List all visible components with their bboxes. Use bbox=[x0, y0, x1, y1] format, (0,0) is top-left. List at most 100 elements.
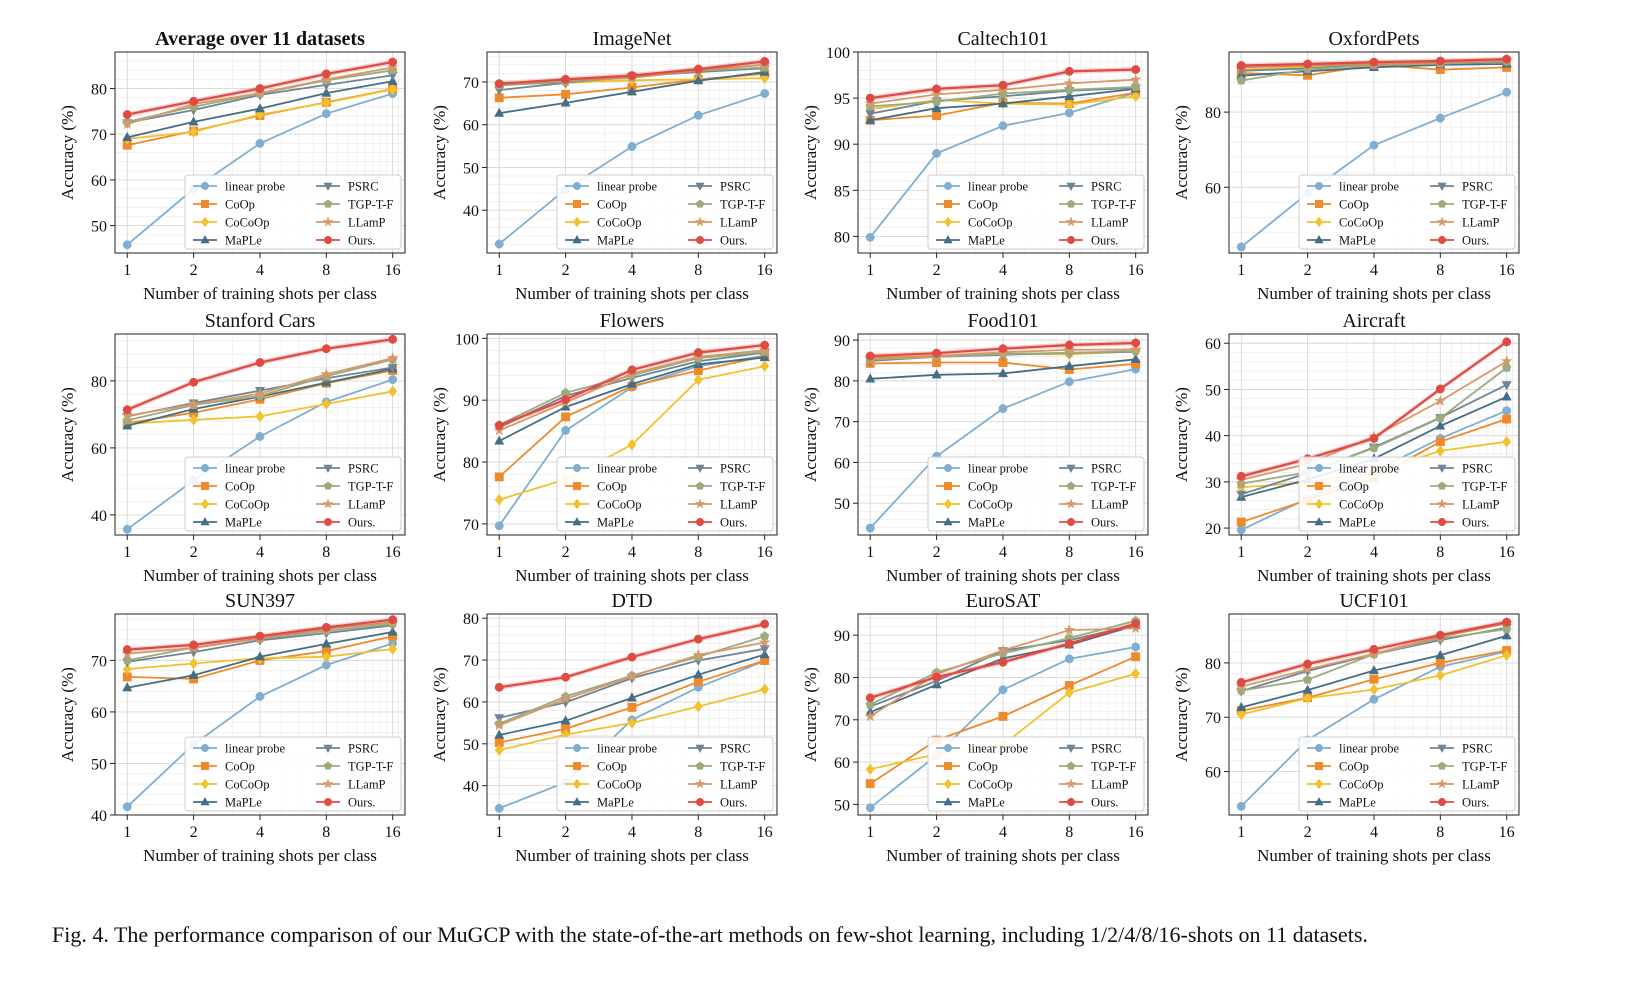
data-point bbox=[559, 692, 572, 705]
y-axis-label: Accuracy (%) bbox=[801, 387, 820, 482]
ours-confidence-band bbox=[127, 336, 393, 413]
y-tick-label: 80 bbox=[91, 374, 107, 391]
x-axis-label: Number of training shots per class bbox=[886, 846, 1120, 865]
legend-swatch-marker bbox=[1065, 498, 1077, 509]
legend-label: PSRC bbox=[1462, 462, 1493, 476]
legend-label: CoOp bbox=[1339, 760, 1369, 774]
x-tick-label: 1 bbox=[1237, 824, 1245, 841]
legend-swatch-marker bbox=[943, 743, 953, 753]
data-point bbox=[1502, 414, 1512, 424]
legend-swatch-marker bbox=[943, 796, 953, 806]
data-point bbox=[255, 631, 265, 641]
chart-panel-oxfordpets: 1 2 4 8 16 60 80 OxfordPets Number of training s… bbox=[1172, 28, 1520, 303]
legend-label: linear probe bbox=[968, 462, 1028, 476]
data-point bbox=[998, 711, 1008, 721]
data-point bbox=[254, 651, 265, 661]
legend-swatch-marker bbox=[1314, 778, 1324, 790]
legend-swatch-marker bbox=[200, 463, 210, 473]
legend-swatch-marker bbox=[1314, 181, 1324, 191]
data-point bbox=[865, 763, 875, 776]
legend-label: LLamP bbox=[720, 498, 758, 512]
data-point bbox=[626, 692, 637, 702]
legend-label: linear probe bbox=[1339, 462, 1399, 476]
legend-swatch-marker bbox=[943, 778, 953, 790]
y-tick-label: 90 bbox=[463, 393, 479, 410]
data-point bbox=[189, 640, 199, 650]
chart-panel-dtd: 1 2 4 8 16 40 50 60 70 80 DTD Number of training sh… bbox=[430, 590, 778, 865]
data-point bbox=[1130, 353, 1141, 363]
legend-swatch-marker bbox=[323, 464, 333, 474]
data-point bbox=[627, 652, 637, 662]
legend-label: CoCoOp bbox=[597, 216, 641, 230]
legend-label: PSRC bbox=[348, 742, 379, 756]
legend-swatch-marker bbox=[943, 481, 953, 491]
y-tick-label: 80 bbox=[463, 455, 479, 472]
data-point bbox=[561, 412, 571, 422]
legend-swatch-marker bbox=[1314, 234, 1324, 244]
data-point bbox=[1064, 377, 1074, 387]
data-point bbox=[1435, 445, 1445, 457]
x-tick-label: 4 bbox=[256, 262, 264, 279]
data-point bbox=[1236, 242, 1246, 252]
chart-title: DTD bbox=[611, 590, 652, 612]
data-point bbox=[255, 84, 265, 93]
x-tick-label: 16 bbox=[385, 824, 401, 841]
y-tick-label: 40 bbox=[91, 508, 107, 525]
y-tick-label: 70 bbox=[463, 517, 479, 534]
legend-label: TGP-T-F bbox=[720, 760, 765, 774]
legend-label: Ours. bbox=[348, 234, 375, 248]
chart-panel-imagenet: 1 2 4 8 16 40 50 60 70 ImageNet Number of training… bbox=[430, 28, 778, 303]
legend-label: CoCoOp bbox=[597, 498, 641, 512]
chart-title: UCF101 bbox=[1340, 590, 1409, 612]
data-point bbox=[253, 387, 266, 399]
y-tick-label: 40 bbox=[91, 808, 107, 825]
data-point bbox=[122, 405, 132, 415]
data-point bbox=[121, 117, 134, 130]
data-point bbox=[386, 351, 399, 364]
data-point bbox=[494, 744, 504, 756]
legend-swatch-marker bbox=[322, 498, 334, 509]
data-point bbox=[932, 348, 942, 358]
x-tick-label: 4 bbox=[256, 824, 264, 841]
y-tick-label: 60 bbox=[91, 705, 107, 722]
data-point bbox=[321, 638, 332, 648]
x-tick-label: 4 bbox=[999, 262, 1007, 279]
legend-label: TGP-T-F bbox=[1091, 198, 1136, 212]
legend-swatch-marker bbox=[695, 199, 705, 208]
y-tick-label: 90 bbox=[834, 137, 850, 154]
legend-label: LLamP bbox=[1091, 498, 1129, 512]
data-point bbox=[1131, 667, 1141, 680]
x-axis-label: Number of training shots per class bbox=[515, 284, 749, 303]
legend-label: linear probe bbox=[597, 742, 657, 756]
y-axis-label: Accuracy (%) bbox=[801, 667, 820, 762]
legend: linear probe CoOp CoCoOp MaPLe PSRC TGP-T-F LL… bbox=[927, 736, 1145, 812]
data-point bbox=[494, 714, 505, 724]
legend-box bbox=[927, 736, 1145, 812]
legend-label: Ours. bbox=[720, 796, 747, 810]
data-point bbox=[561, 395, 571, 405]
data-point bbox=[1131, 619, 1141, 629]
legend-label: CoCoOp bbox=[1339, 216, 1383, 230]
data-point bbox=[1129, 343, 1142, 355]
data-point bbox=[865, 693, 875, 703]
legend-swatch-marker bbox=[572, 743, 582, 753]
data-point bbox=[121, 409, 134, 421]
data-point bbox=[865, 699, 875, 709]
data-point bbox=[627, 71, 637, 80]
data-point bbox=[254, 103, 265, 113]
legend-label: MaPLe bbox=[225, 796, 262, 810]
legend-label: LLamP bbox=[1462, 778, 1500, 792]
legend-label: LLamP bbox=[348, 498, 386, 512]
y-tick-label: 70 bbox=[1205, 710, 1221, 727]
chart-panel-flowers: 1 2 4 8 16 70 80 90 100 Flowers Number of training… bbox=[430, 310, 778, 585]
data-point bbox=[494, 682, 504, 692]
data-point bbox=[760, 683, 770, 696]
data-point bbox=[1369, 443, 1379, 453]
legend-swatch-marker bbox=[943, 216, 953, 228]
data-point bbox=[122, 645, 132, 655]
x-tick-label: 8 bbox=[694, 824, 702, 841]
data-point bbox=[321, 69, 331, 79]
data-point bbox=[1369, 683, 1379, 696]
x-tick-label: 16 bbox=[757, 824, 773, 841]
data-point bbox=[932, 148, 942, 158]
